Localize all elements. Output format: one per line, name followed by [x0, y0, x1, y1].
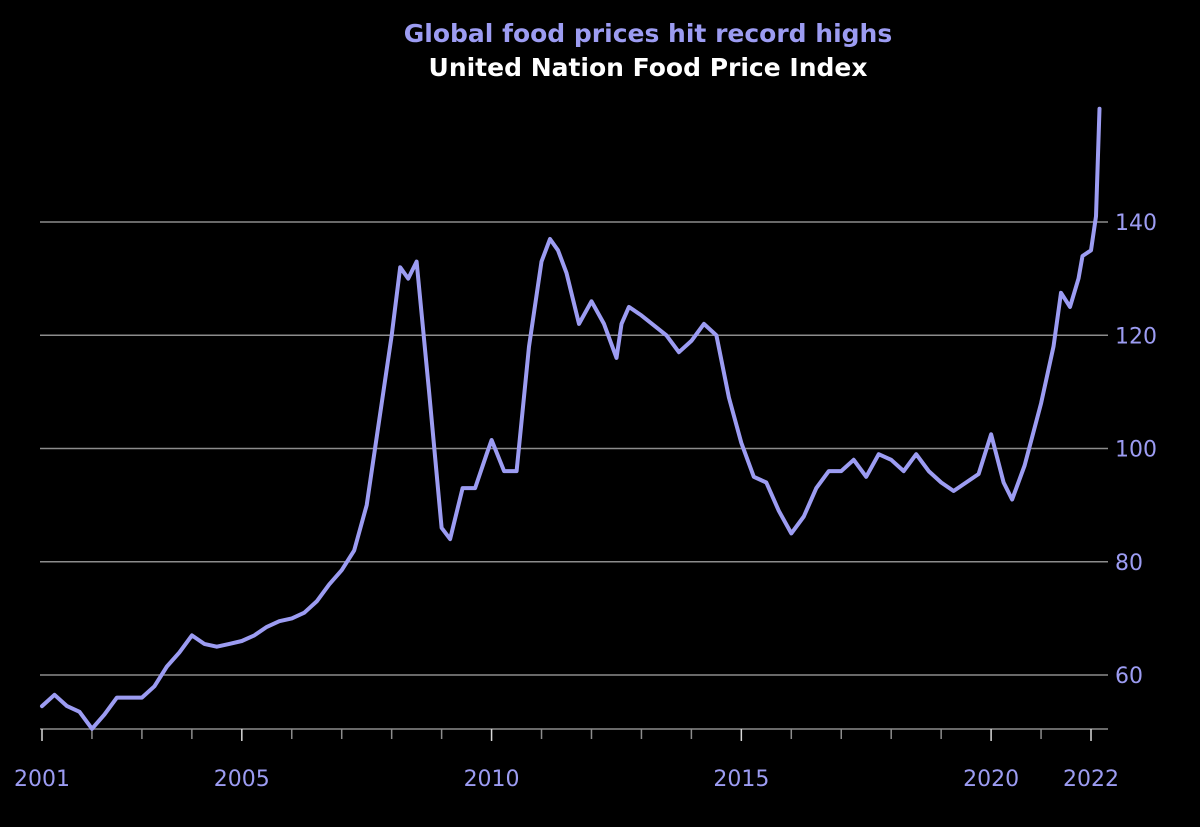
- x-tick-label: 2010: [464, 767, 520, 792]
- y-tick-label: 60: [1115, 664, 1143, 689]
- y-tick-label: 140: [1115, 211, 1157, 236]
- series-layer: [40, 106, 1102, 731]
- chart-title: Global food prices hit record highs: [404, 19, 892, 48]
- x-tick-label: 2015: [713, 767, 769, 792]
- x-tick-label: 2005: [214, 767, 270, 792]
- chart-subtitle: United Nation Food Price Index: [429, 53, 868, 82]
- y-tick-label: 100: [1115, 438, 1157, 463]
- x-tick-label: 2001: [14, 767, 70, 792]
- gridlines: [40, 221, 1108, 676]
- x-tick-label: 2022: [1063, 767, 1119, 792]
- y-axis-tick-labels: 60 80 100 120 140: [1115, 211, 1157, 689]
- x-axis: 2001 2005 2010 2015 2020 2022: [14, 728, 1119, 792]
- y-tick-label: 120: [1115, 324, 1157, 349]
- y-tick-label: 80: [1115, 551, 1143, 576]
- x-tick-label: 2020: [963, 767, 1019, 792]
- series-line: [40, 106, 1102, 731]
